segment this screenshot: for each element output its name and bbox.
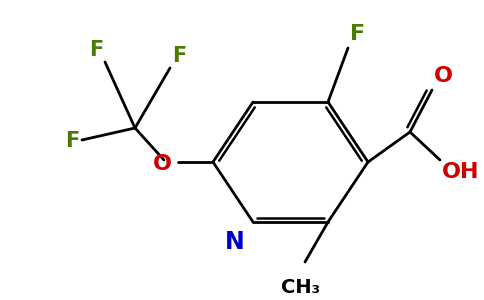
Text: O: O: [153, 154, 172, 174]
Text: OH: OH: [442, 162, 480, 182]
Text: N: N: [225, 230, 245, 254]
Text: F: F: [350, 24, 365, 44]
Text: F: F: [89, 40, 103, 60]
Text: O: O: [434, 66, 453, 86]
Text: CH₃: CH₃: [281, 278, 319, 297]
Text: F: F: [65, 131, 79, 151]
Text: F: F: [172, 46, 186, 66]
